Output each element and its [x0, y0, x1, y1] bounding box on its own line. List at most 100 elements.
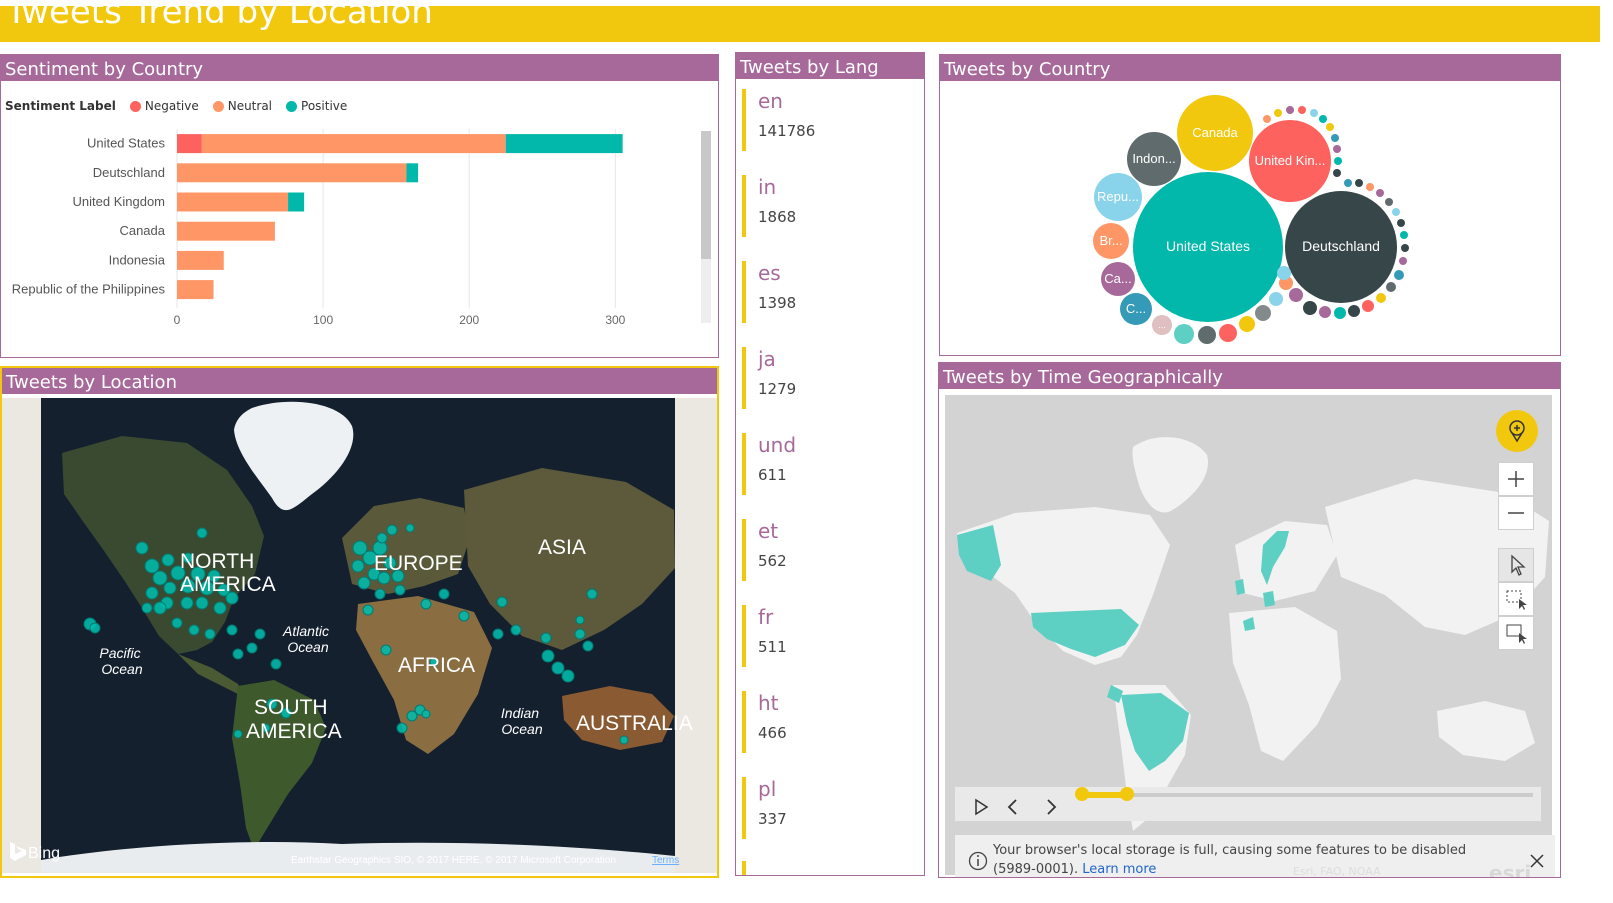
bubble-small[interactable] [1274, 109, 1282, 117]
satellite-map[interactable]: NORTH AMERICA EUROPE ASIA AFRICA SOUTH A… [2, 398, 717, 873]
legend-label: Positive [301, 99, 348, 113]
bubble-small[interactable] [1239, 316, 1255, 332]
chevron-left-icon[interactable] [1003, 797, 1023, 817]
bar-neutral[interactable] [177, 280, 214, 300]
bubble-small[interactable] [1385, 198, 1393, 206]
map-label: AMERICA [246, 720, 342, 743]
greenland [234, 401, 354, 511]
bubble-small[interactable] [1269, 292, 1283, 306]
bubble-small[interactable] [1174, 324, 1194, 344]
lang-card: fr 511 [742, 605, 916, 667]
bar-positive[interactable] [406, 163, 419, 183]
bubble-small[interactable] [1219, 324, 1237, 342]
bubble-small[interactable] [1277, 266, 1291, 280]
legend-title: Sentiment Label [5, 99, 116, 113]
bubble-small[interactable] [1376, 189, 1384, 197]
bar-negative[interactable] [177, 134, 202, 154]
bar-positive[interactable] [288, 192, 305, 212]
zoom-out-button[interactable] [1498, 496, 1534, 530]
rect-select-button[interactable] [1498, 582, 1534, 616]
bubble-small[interactable] [1310, 109, 1318, 117]
bubble-united-kingdom[interactable] [1249, 120, 1331, 202]
slider-handle-start[interactable] [1075, 787, 1089, 801]
bubble-label: ... [1158, 320, 1166, 330]
bubble-small[interactable] [1263, 115, 1271, 123]
bubble-label: Indon... [1132, 151, 1175, 166]
bubble-ca[interactable] [1101, 262, 1135, 296]
bubble-indonesia[interactable] [1127, 132, 1181, 186]
select-tool-button[interactable] [1498, 548, 1534, 582]
bubble-small[interactable] [1334, 157, 1342, 165]
bubble-c[interactable] [1120, 293, 1152, 325]
lasso-select-button[interactable] [1498, 616, 1534, 650]
bubble-small[interactable] [1333, 145, 1341, 153]
bubble-small[interactable] [1362, 300, 1374, 312]
bubble-small[interactable] [1394, 270, 1404, 280]
bubble-small[interactable] [1255, 305, 1271, 321]
bubble-small[interactable] [1334, 307, 1346, 319]
bubble-small[interactable] [1348, 305, 1360, 317]
bubble-small[interactable] [1326, 123, 1334, 131]
close-icon[interactable] [1527, 851, 1547, 871]
bubble-canada[interactable] [1177, 95, 1253, 171]
map-canvas[interactable]: Your browser's local storage is full, ca… [945, 395, 1555, 877]
lang-card: ja 1279 [742, 347, 916, 409]
bubble-small[interactable] [1397, 219, 1405, 227]
chart-scrollbar[interactable] [701, 131, 711, 323]
play-icon[interactable] [971, 797, 991, 817]
north-america-land [62, 436, 264, 654]
brazil-region [1121, 693, 1189, 771]
bubble-small[interactable] [1152, 315, 1172, 335]
bar-neutral[interactable] [201, 134, 506, 154]
scrollbar-thumb[interactable] [701, 131, 711, 259]
bubble-united-states[interactable] [1133, 172, 1283, 322]
bubble-small[interactable] [1289, 288, 1303, 302]
lang-count: 611 [758, 466, 787, 484]
slider-track[interactable] [1079, 793, 1533, 797]
pointer-icon [1511, 554, 1526, 576]
zoom-in-button[interactable] [1498, 462, 1534, 496]
terms-link[interactable]: Terms [652, 855, 679, 866]
bubble-small[interactable] [1286, 106, 1294, 114]
bubble-small[interactable] [1400, 231, 1408, 239]
bar-neutral[interactable] [177, 192, 289, 212]
bubble-small[interactable] [1198, 326, 1216, 344]
bubble-label: Canada [1192, 125, 1238, 140]
bubble-philippines[interactable] [1094, 173, 1142, 221]
bubble-small[interactable] [1366, 183, 1374, 191]
bubble-small[interactable] [1386, 282, 1396, 292]
slider-range[interactable] [1083, 792, 1127, 798]
bubble-small[interactable] [1319, 306, 1331, 318]
highlighted-countries[interactable] [957, 525, 1289, 771]
learn-more-link[interactable]: Learn more [1082, 862, 1157, 877]
bar-neutral[interactable] [177, 250, 224, 270]
bubble-deutschland[interactable] [1285, 191, 1397, 303]
legend-item-positive[interactable]: Positive [286, 99, 347, 113]
bubble-small[interactable] [1319, 115, 1327, 123]
bubble-small[interactable] [1392, 208, 1400, 216]
bubble-small[interactable] [1303, 301, 1317, 315]
legend-item-neutral[interactable]: Neutral [212, 99, 272, 113]
bubble-small[interactable] [1331, 134, 1339, 142]
bar-neutral[interactable] [177, 221, 275, 241]
bubble-small[interactable] [1298, 106, 1306, 114]
lang-code: ht [758, 691, 779, 715]
bubble-small[interactable] [1376, 293, 1386, 303]
bubble-small[interactable] [1399, 257, 1407, 265]
time-slider[interactable] [955, 787, 1541, 821]
bubble-brazil[interactable] [1093, 223, 1129, 259]
bookmark-button[interactable] [1496, 410, 1538, 452]
bar-positive[interactable] [505, 134, 623, 154]
legend-dot [212, 100, 224, 112]
africa-land [1229, 607, 1341, 761]
chevron-right-icon[interactable] [1041, 797, 1061, 817]
slider-handle-end[interactable] [1120, 787, 1134, 801]
tweet-markers[interactable] [83, 523, 629, 745]
bubble-small[interactable] [1344, 179, 1352, 187]
bubble-small[interactable] [1401, 244, 1409, 252]
lang-card: und 611 [742, 433, 916, 495]
legend-item-negative[interactable]: Negative [129, 99, 199, 113]
bar-neutral[interactable] [177, 163, 407, 183]
bubble-small[interactable] [1333, 169, 1341, 177]
bubble-small[interactable] [1355, 179, 1363, 187]
